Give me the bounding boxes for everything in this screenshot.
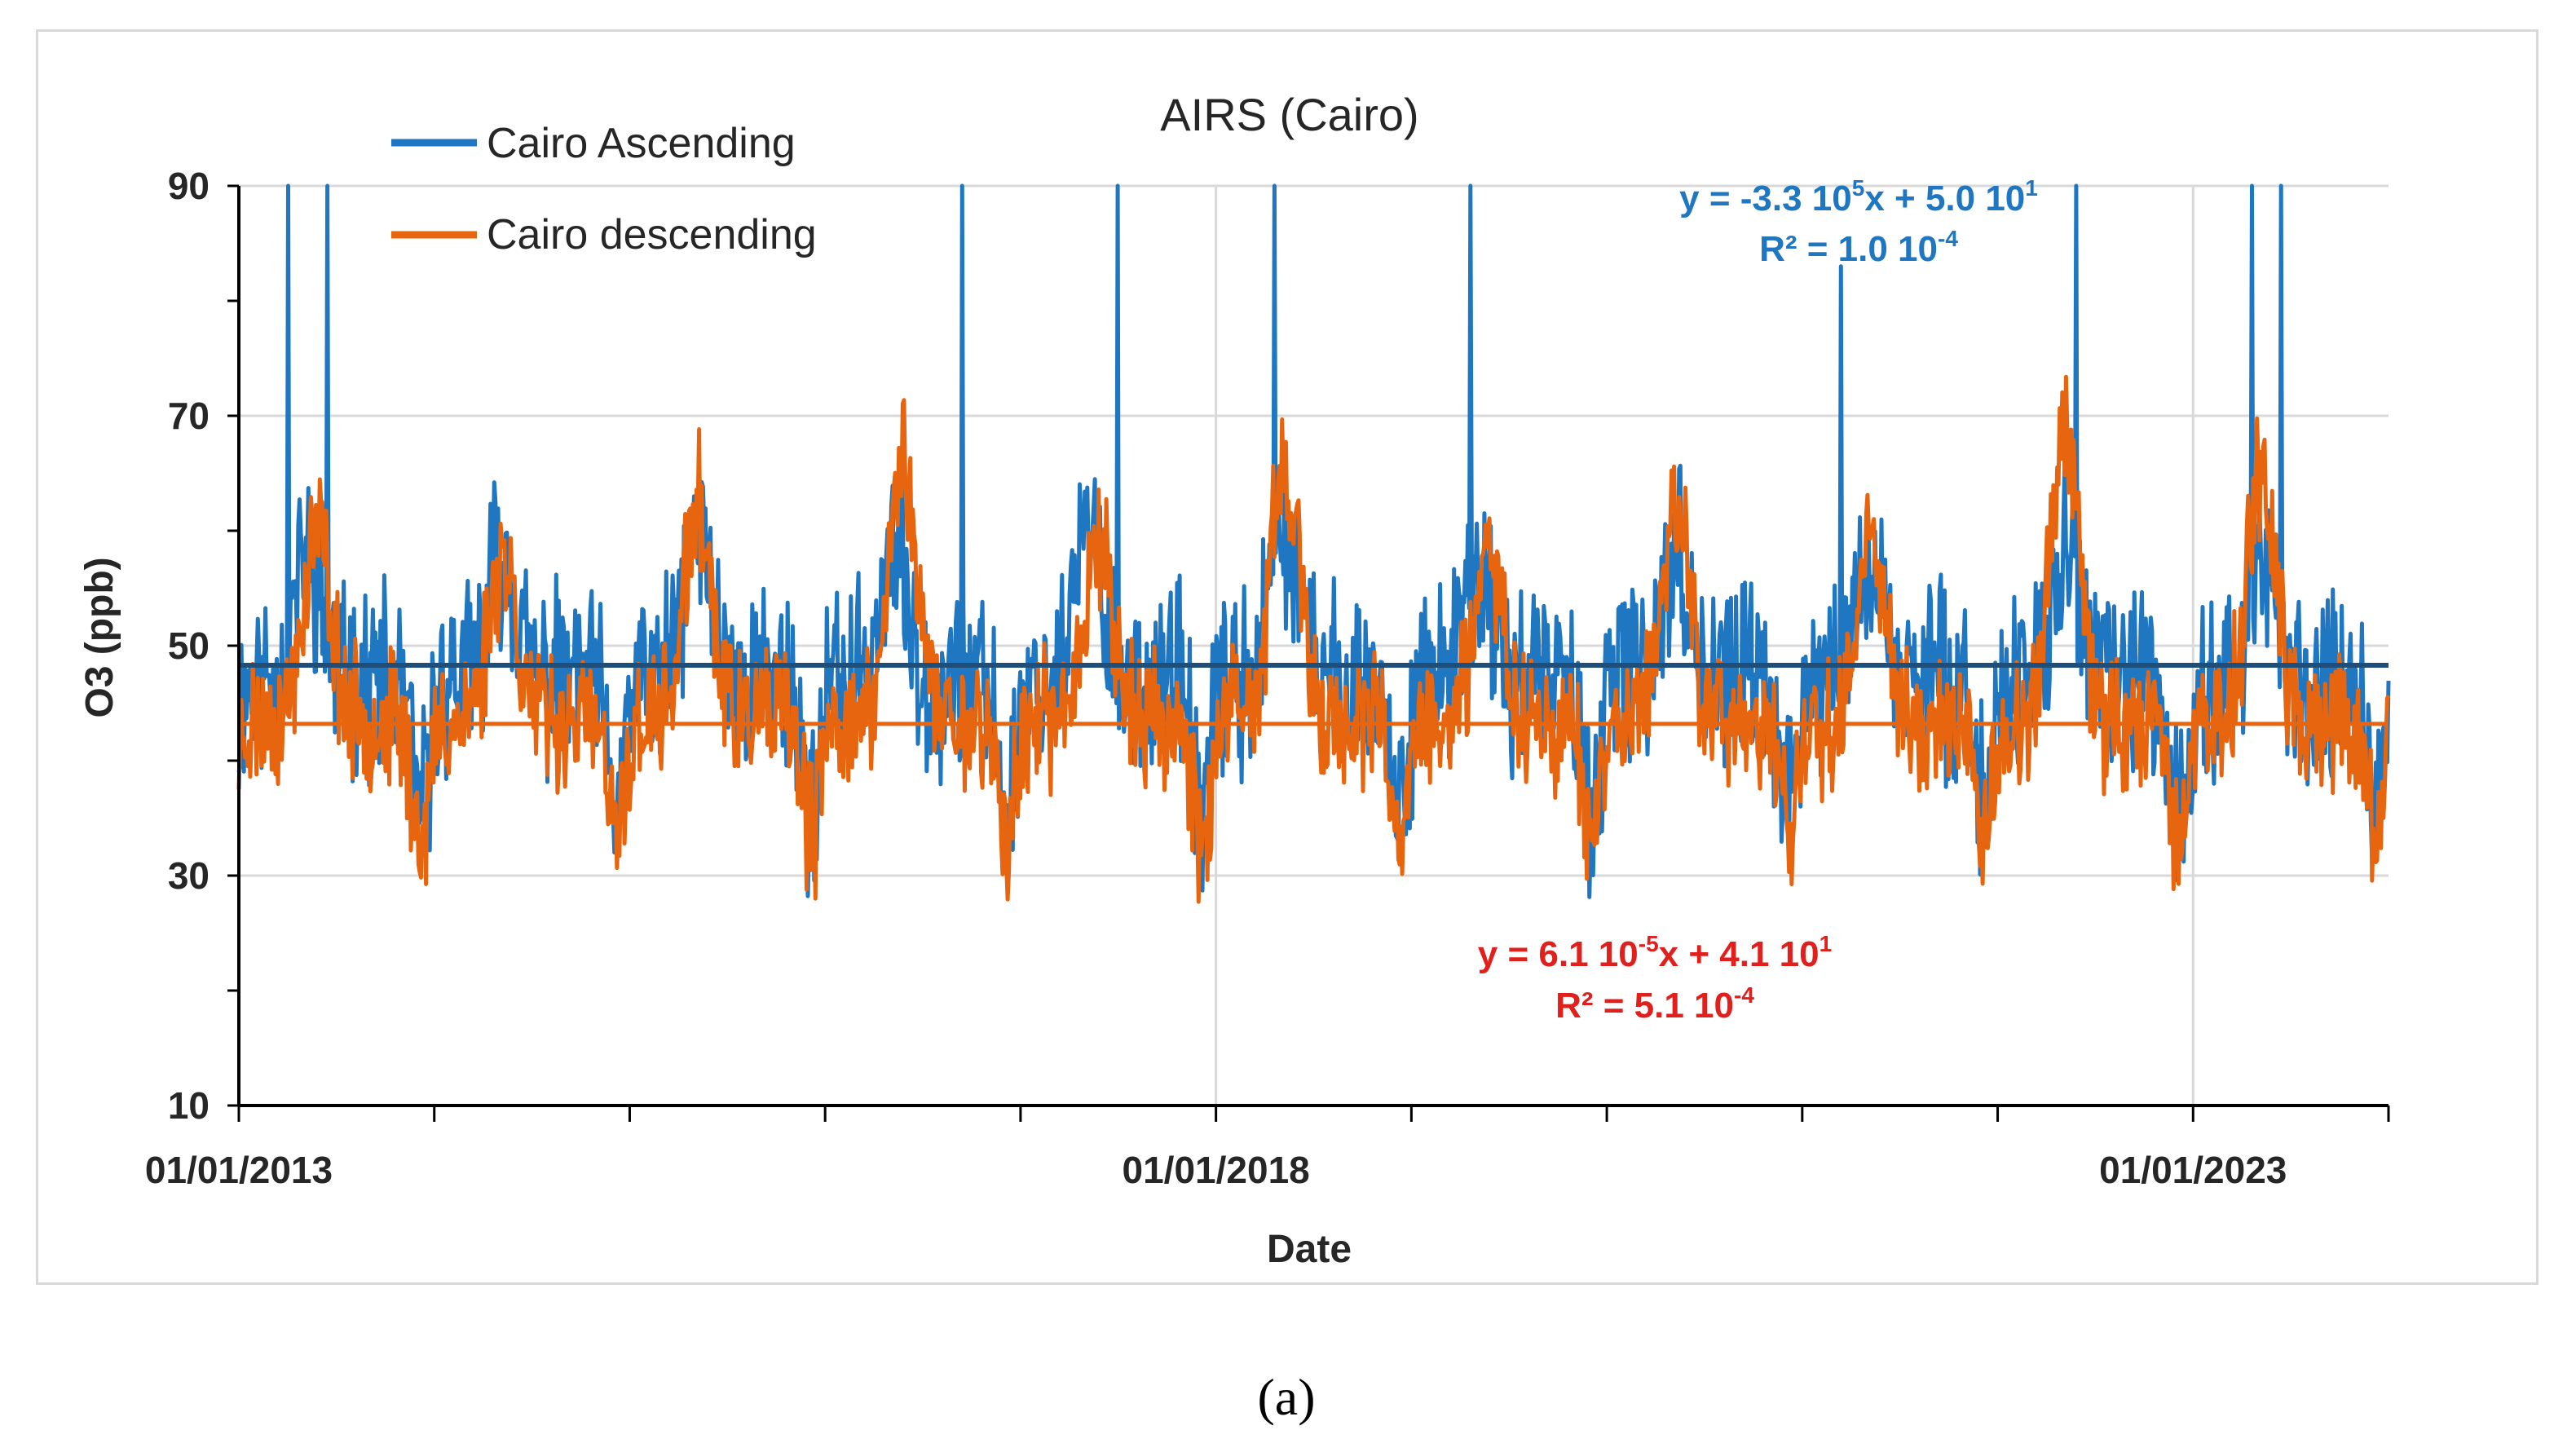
eq-asc-exp1: 5 <box>1852 175 1865 201</box>
y-tick-label-10: 10 <box>168 1084 210 1127</box>
equation-ascending: y = -3.3 105x + 5.0 101 <box>1679 175 2038 218</box>
ticks: 10 30 50 70 90 01/01/2013 01/01/2018 01/01/2023 <box>145 165 2390 1191</box>
chart-frame <box>36 29 2539 1285</box>
r2-descending: R² = 5.1 10-4 <box>1555 982 1754 1026</box>
x-tick-label-2013: 01/01/2013 <box>145 1149 333 1191</box>
y-tick-label-70: 70 <box>168 395 210 437</box>
eq-desc-exp2: 1 <box>1820 931 1833 956</box>
series-cairo-ascending <box>236 183 2391 899</box>
chart-title: AIRS (Cairo) <box>1160 89 1418 140</box>
eq-asc-exp2: 1 <box>2025 175 2038 201</box>
r2-asc-main: R² = 1.0 10 <box>1759 229 1938 269</box>
figure-caption: (a) <box>1257 1368 1315 1426</box>
y-tick-label-50: 50 <box>168 624 210 667</box>
line-cairo-ascending <box>236 183 2391 899</box>
r2-ascending: R² = 1.0 10-4 <box>1759 226 1958 269</box>
r2-asc-exp: -4 <box>1938 226 1958 251</box>
legend: Cairo Ascending Cairo descending <box>391 120 817 258</box>
y-axis-title: O3 (ppb) <box>78 557 121 717</box>
r2-desc-exp: -4 <box>1734 982 1754 1008</box>
y-tick-label-30: 30 <box>168 854 210 897</box>
x-tick-label-2023: 01/01/2023 <box>2099 1149 2287 1191</box>
eq-asc-tail: x + 5.0 10 <box>1864 179 2025 218</box>
eq-desc-tail: x + 4.1 10 <box>1659 934 1820 974</box>
r2-desc-main: R² = 5.1 10 <box>1555 986 1734 1026</box>
equation-descending: y = 6.1 10-5x + 4.1 101 <box>1478 931 1832 974</box>
trend-lines <box>239 662 2389 726</box>
x-axis-title: Date <box>1267 1228 1352 1271</box>
eq-asc-main: y = -3.3 10 <box>1679 179 1852 218</box>
legend-label-descending: Cairo descending <box>487 211 817 258</box>
eq-desc-exp1: -5 <box>1639 931 1659 956</box>
y-tick-label-90: 90 <box>168 165 210 207</box>
legend-label-ascending: Cairo Ascending <box>487 120 796 167</box>
eq-desc-main: y = 6.1 10 <box>1478 934 1639 974</box>
series-cairo-descending <box>236 374 2391 904</box>
x-tick-label-2018: 01/01/2018 <box>1123 1149 1310 1191</box>
line-cairo-descending <box>236 374 2391 904</box>
